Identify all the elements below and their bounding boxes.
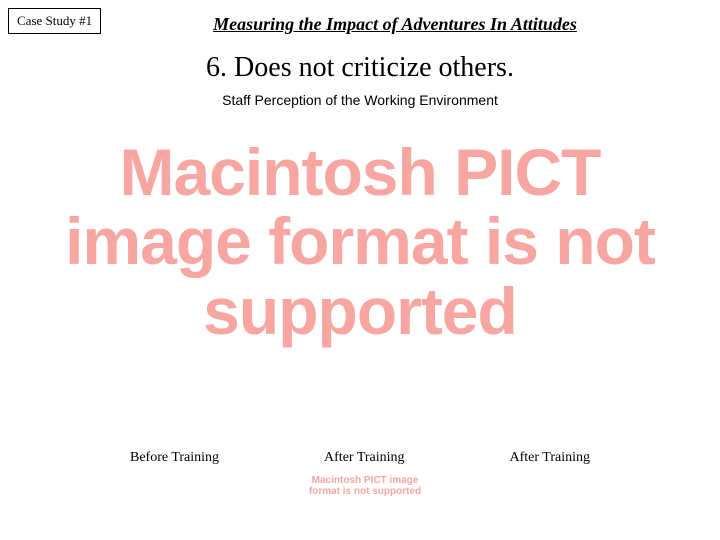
labels-row: Before Training After Training After Tra…	[130, 450, 590, 466]
label-after-training-2: After Training	[510, 450, 591, 466]
slide-subtitle: 6. Does not criticize others.	[0, 52, 720, 84]
case-study-label: Case Study #1	[17, 13, 92, 28]
label-after-training-1: After Training	[324, 450, 405, 466]
label-before-training: Before Training	[130, 450, 219, 466]
chart-caption: Staff Perception of the Working Environm…	[0, 92, 720, 108]
pict-error-large: Macintosh PICT image format is not suppo…	[30, 138, 690, 346]
case-study-box: Case Study #1	[8, 8, 101, 34]
pict-error-small: Macintosh PICT image format is not suppo…	[300, 476, 430, 497]
slide-title: Measuring the Impact of Adventures In At…	[180, 14, 610, 35]
